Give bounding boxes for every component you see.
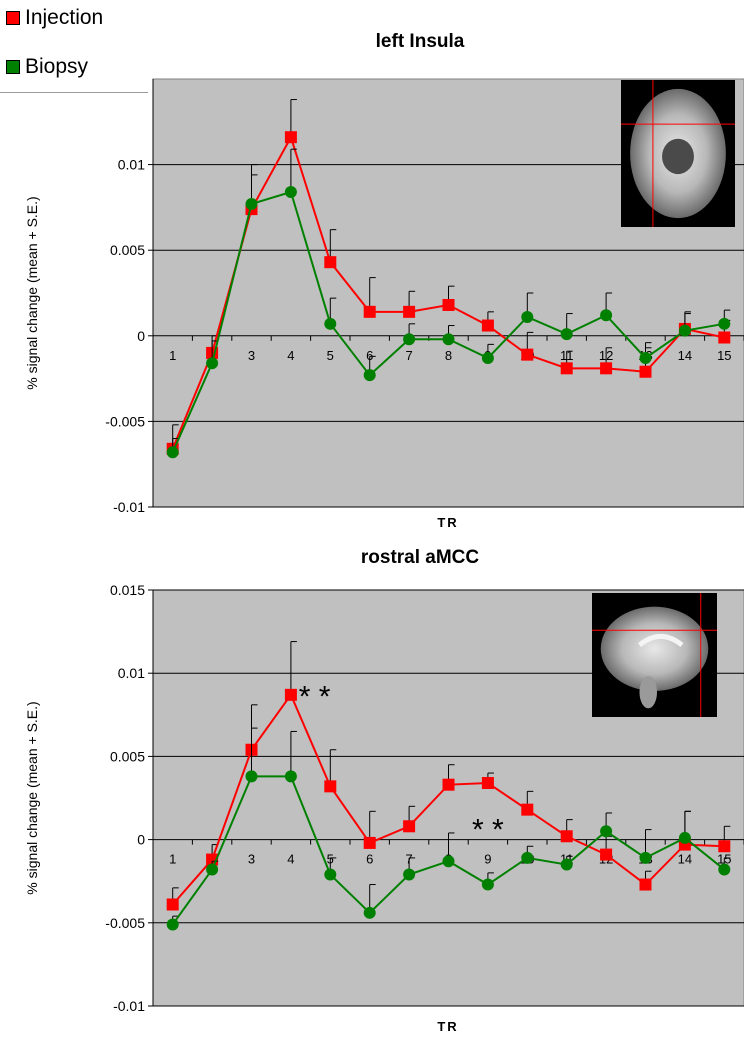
data-point — [561, 859, 573, 871]
data-point — [718, 318, 730, 330]
data-point — [206, 864, 218, 876]
x-tick-label: 3 — [248, 852, 255, 867]
data-point — [364, 369, 376, 381]
y-tick-label: 0.015 — [110, 582, 145, 598]
y-tick-label: -0.01 — [113, 499, 145, 515]
x-tick-label: 1 — [169, 852, 176, 867]
x-tick-label: 5 — [327, 348, 334, 363]
y-tick-label: 0 — [137, 832, 145, 848]
data-point — [600, 849, 612, 861]
chart-rostral-amcc: -0.01-0.00500.0050.010.01512345678910111… — [24, 547, 744, 1034]
data-point — [324, 318, 336, 330]
data-point — [600, 825, 612, 837]
data-point — [285, 770, 297, 782]
y-tick-label: 0.01 — [118, 665, 145, 681]
data-point — [718, 332, 730, 344]
inset-brain-shape — [601, 607, 709, 691]
data-point — [364, 907, 376, 919]
data-point — [443, 779, 455, 791]
x-tick-label: 14 — [678, 852, 692, 867]
x-tick-label: 6 — [366, 852, 373, 867]
data-point — [482, 879, 494, 891]
data-point — [521, 852, 533, 864]
chart-title: left Insula — [376, 31, 465, 52]
data-point — [364, 306, 376, 318]
y-tick-label: 0 — [137, 328, 145, 344]
data-point — [403, 820, 415, 832]
y-tick-label: 0.005 — [110, 242, 145, 258]
inset-brainstem — [640, 676, 658, 708]
data-point — [443, 855, 455, 867]
data-point — [718, 864, 730, 876]
data-point — [640, 879, 652, 891]
data-point — [324, 869, 336, 881]
data-point — [561, 362, 573, 374]
data-point — [364, 837, 376, 849]
data-point — [403, 306, 415, 318]
data-point — [167, 898, 179, 910]
data-point — [246, 198, 258, 210]
data-point — [718, 840, 730, 852]
data-point — [285, 186, 297, 198]
data-point — [679, 325, 691, 337]
y-tick-label: -0.005 — [105, 915, 145, 931]
x-tick-label: 7 — [405, 348, 412, 363]
significance-marker: * * — [299, 681, 331, 714]
data-point — [640, 352, 652, 364]
data-point — [640, 366, 652, 378]
data-point — [679, 832, 691, 844]
data-point — [521, 804, 533, 816]
x-axis-label: TR — [437, 1019, 458, 1034]
significance-marker: * * — [472, 814, 504, 847]
data-point — [600, 362, 612, 374]
x-tick-label: 15 — [717, 348, 731, 363]
x-tick-label: 1 — [169, 348, 176, 363]
data-point — [482, 352, 494, 364]
chart-left-insula: -0.01-0.00500.0050.011234567891011121314… — [24, 31, 744, 530]
data-point — [324, 780, 336, 792]
data-point — [443, 299, 455, 311]
data-point — [403, 333, 415, 345]
data-point — [285, 689, 297, 701]
data-point — [482, 320, 494, 332]
y-tick-label: -0.005 — [105, 413, 145, 429]
chart-title: rostral aMCC — [361, 547, 480, 568]
y-tick-label: -0.01 — [113, 998, 145, 1014]
data-point — [640, 852, 652, 864]
data-point — [482, 777, 494, 789]
x-tick-label: 9 — [484, 852, 491, 867]
y-axis-label: % signal change (mean + S.E.) — [24, 701, 40, 894]
y-tick-label: 0.01 — [118, 157, 145, 173]
data-point — [285, 131, 297, 143]
x-tick-label: 3 — [248, 348, 255, 363]
x-axis-label: TR — [437, 515, 458, 530]
brain-inset-image — [621, 80, 735, 227]
data-point — [521, 311, 533, 323]
x-tick-label: 8 — [445, 348, 452, 363]
data-point — [561, 830, 573, 842]
data-point — [324, 256, 336, 268]
brain-inset-image — [592, 593, 717, 717]
data-point — [167, 446, 179, 458]
data-point — [403, 869, 415, 881]
x-tick-label: 14 — [678, 348, 692, 363]
inset-brain-detail — [662, 139, 694, 174]
y-axis-label: % signal change (mean + S.E.) — [24, 196, 40, 389]
data-point — [206, 357, 218, 369]
data-point — [443, 333, 455, 345]
data-point — [561, 328, 573, 340]
x-tick-label: 4 — [287, 852, 294, 867]
data-point — [167, 918, 179, 930]
y-tick-label: 0.005 — [110, 748, 145, 764]
x-tick-label: 4 — [287, 348, 294, 363]
data-point — [600, 309, 612, 321]
data-point — [246, 770, 258, 782]
data-point — [521, 349, 533, 361]
